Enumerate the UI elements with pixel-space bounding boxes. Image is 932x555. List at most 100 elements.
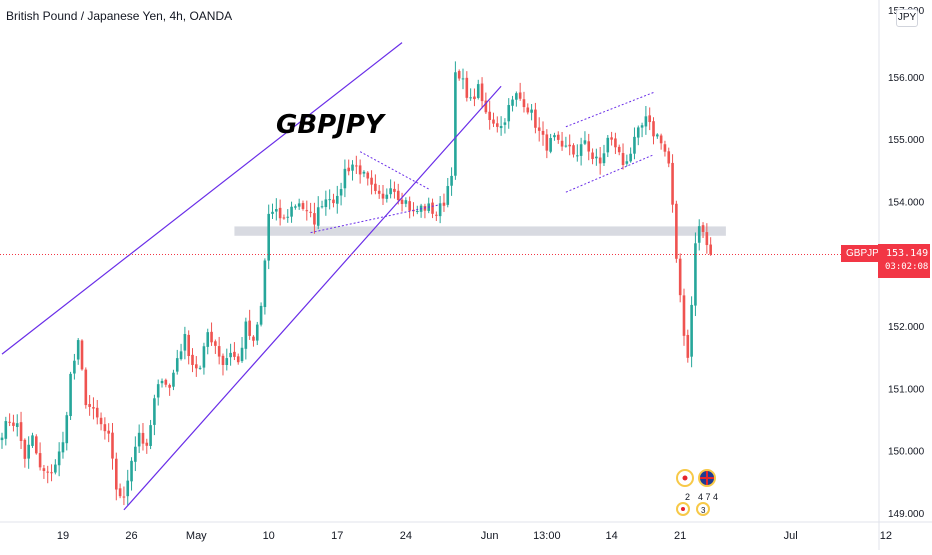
symbol-annotation[interactable]: GBPJPY bbox=[276, 110, 387, 140]
candle-body bbox=[579, 144, 583, 156]
event-count-left: 2 bbox=[685, 492, 690, 502]
candle-body bbox=[366, 172, 370, 179]
candle bbox=[282, 214, 286, 220]
candle bbox=[621, 143, 625, 170]
candle-body bbox=[610, 137, 613, 140]
candle-body bbox=[522, 99, 526, 108]
candle-body bbox=[31, 435, 34, 446]
candle bbox=[511, 95, 514, 112]
candle-body bbox=[271, 211, 274, 214]
candle bbox=[709, 237, 712, 256]
currency-button[interactable]: JPY bbox=[896, 9, 918, 27]
candle bbox=[697, 219, 701, 251]
candle bbox=[488, 100, 491, 130]
candle-body bbox=[488, 111, 491, 121]
candle bbox=[42, 464, 46, 479]
candle bbox=[438, 196, 442, 224]
candle bbox=[324, 190, 328, 216]
candle-body bbox=[290, 206, 293, 217]
candle bbox=[294, 204, 297, 210]
candle-body bbox=[362, 171, 366, 174]
candle-body bbox=[705, 232, 709, 246]
candle bbox=[518, 82, 522, 101]
resistance-zone-rect bbox=[234, 226, 726, 236]
candle bbox=[221, 353, 225, 376]
candle bbox=[385, 188, 389, 203]
flag-line-1[interactable] bbox=[565, 92, 654, 128]
candle-body bbox=[309, 211, 312, 213]
candle bbox=[111, 422, 114, 470]
candle-body bbox=[446, 186, 450, 205]
candle bbox=[663, 140, 667, 157]
candle-body bbox=[316, 207, 320, 226]
candle bbox=[701, 222, 705, 239]
candle bbox=[419, 203, 423, 218]
candle bbox=[351, 160, 354, 181]
price-tick-label: 154.000 bbox=[888, 198, 925, 209]
candle bbox=[328, 189, 331, 210]
candle bbox=[206, 328, 210, 355]
candle bbox=[191, 348, 194, 373]
candle-body bbox=[297, 203, 301, 207]
candle bbox=[374, 174, 377, 195]
candle bbox=[400, 192, 404, 212]
candle-body bbox=[282, 217, 286, 219]
channel-line-2[interactable] bbox=[123, 85, 502, 511]
triangle-line-1[interactable] bbox=[359, 151, 429, 190]
candle bbox=[358, 159, 362, 184]
candle-body bbox=[278, 207, 282, 219]
candle-body bbox=[602, 153, 606, 164]
candle-body bbox=[663, 144, 667, 152]
candle bbox=[366, 171, 370, 186]
event-dot-1 bbox=[681, 507, 685, 511]
candle bbox=[34, 434, 38, 455]
candle-body bbox=[678, 258, 682, 296]
candle-body bbox=[73, 360, 76, 374]
candle-body bbox=[503, 122, 507, 125]
candle bbox=[134, 436, 137, 472]
flag-line-2[interactable] bbox=[565, 154, 654, 193]
candle bbox=[297, 198, 301, 210]
time-tick-label: May bbox=[186, 530, 207, 542]
candle bbox=[343, 159, 347, 198]
candle-body bbox=[210, 331, 213, 343]
candle bbox=[648, 107, 651, 131]
event-markers[interactable]: 2 4 7 4 3 bbox=[676, 469, 718, 516]
candle-body bbox=[408, 201, 411, 211]
candle bbox=[255, 321, 259, 346]
candle bbox=[377, 184, 381, 199]
candle bbox=[172, 369, 175, 391]
candle-body bbox=[690, 304, 693, 357]
candle-body bbox=[480, 83, 484, 102]
candle bbox=[598, 147, 602, 175]
candle bbox=[252, 335, 255, 347]
resistance-zone bbox=[234, 226, 726, 236]
candle-body bbox=[248, 320, 251, 336]
candle-body bbox=[709, 244, 712, 255]
candle bbox=[267, 204, 270, 270]
candle-body bbox=[457, 71, 461, 79]
candle bbox=[84, 367, 88, 409]
candle-body bbox=[332, 199, 335, 204]
candle-body bbox=[564, 145, 568, 147]
candle-body bbox=[34, 436, 38, 454]
candle bbox=[27, 436, 30, 469]
trendline-drawings[interactable] bbox=[1, 42, 654, 511]
candle bbox=[675, 200, 678, 263]
channel-line-1[interactable] bbox=[1, 42, 403, 355]
candle bbox=[160, 378, 164, 388]
candle-body bbox=[80, 340, 84, 370]
candle bbox=[496, 116, 499, 133]
candle-body bbox=[686, 334, 690, 358]
candle-body bbox=[313, 213, 316, 225]
candle-body bbox=[606, 137, 610, 153]
candle-body bbox=[640, 125, 644, 128]
candle bbox=[591, 148, 594, 165]
candle-body bbox=[652, 121, 655, 137]
candle-body bbox=[84, 369, 88, 406]
candle bbox=[659, 133, 663, 150]
event-marker-small-2[interactable] bbox=[696, 502, 710, 516]
candle-body bbox=[187, 334, 190, 357]
